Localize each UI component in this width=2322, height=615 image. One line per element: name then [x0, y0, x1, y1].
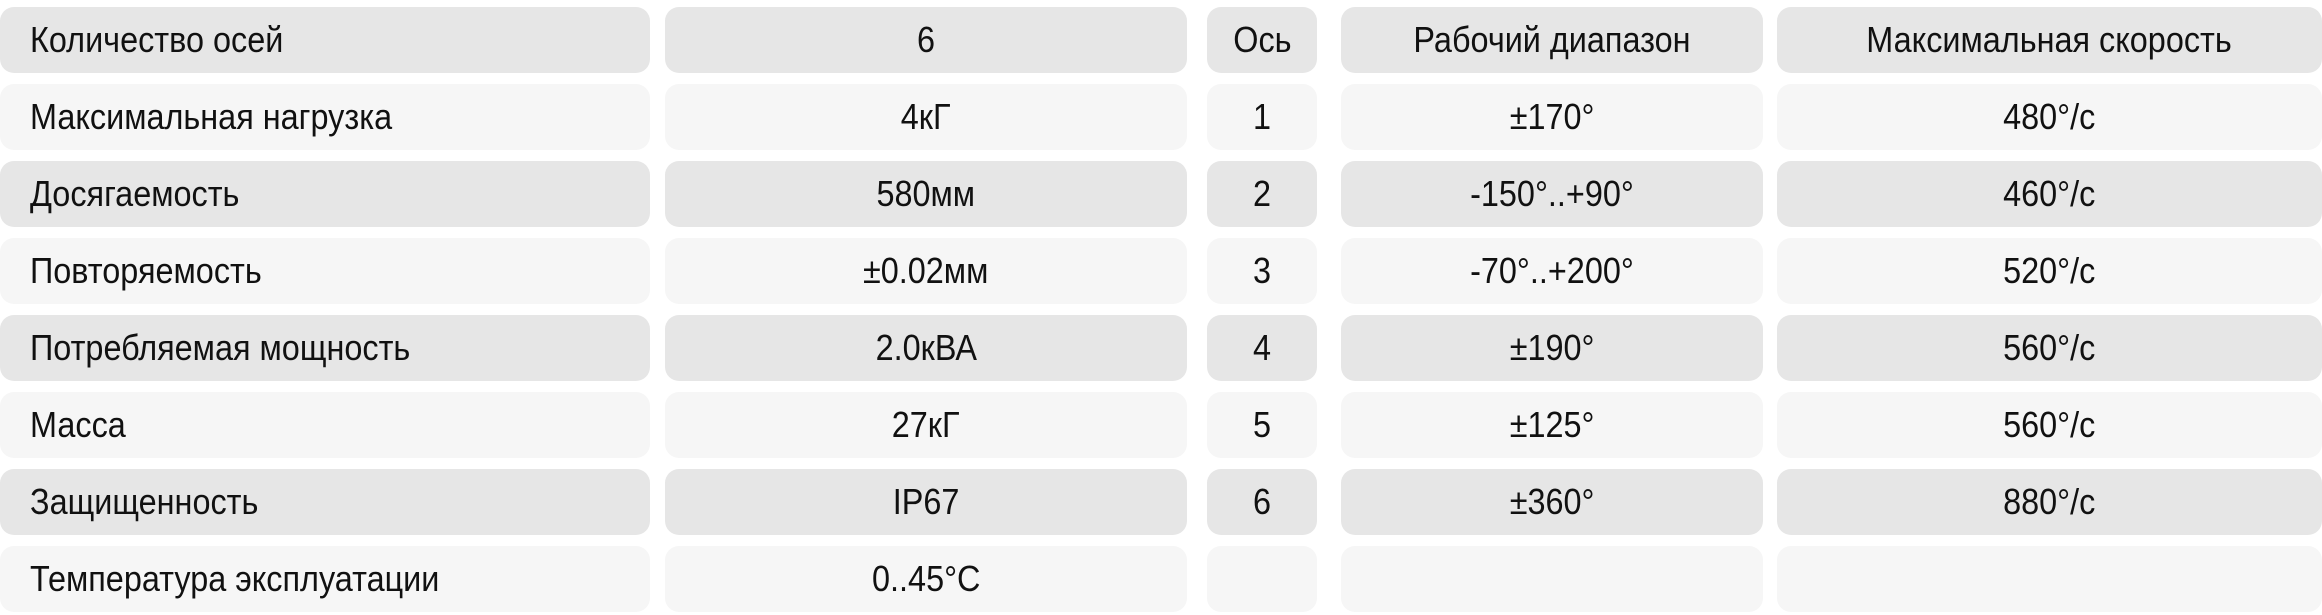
spec-label: Максимальная нагрузка [0, 84, 650, 150]
axis-range-text: ±125° [1509, 404, 1595, 445]
axis-speed-text: 520°/с [2003, 250, 2096, 291]
spec-value: 580мм [665, 161, 1187, 227]
spec-label: Количество осей [0, 7, 650, 73]
axis-range-text: ±360° [1509, 481, 1595, 522]
axis-number-text: 1 [1252, 96, 1272, 137]
spec-value-text: IP67 [892, 481, 960, 522]
axis-header-text: Ось [1232, 19, 1292, 60]
spec-value-text: 6 [916, 19, 936, 60]
axis-range: ±125° [1341, 392, 1763, 458]
axis-range [1341, 546, 1763, 612]
axis-range-text: -150°..+90° [1470, 173, 1634, 214]
spec-label-text: Количество осей [30, 19, 284, 60]
axis-range: ±190° [1341, 315, 1763, 381]
axis-range: -70°..+200° [1341, 238, 1763, 304]
axis-speed-text: 560°/с [2003, 404, 2096, 445]
axis-speed: 520°/с [1777, 238, 2322, 304]
range-header-text: Рабочий диапазон [1413, 19, 1691, 60]
spec-value-text: ±0.02мм [863, 250, 989, 291]
spec-value: 2.0кВА [665, 315, 1187, 381]
spec-label-text: Масса [30, 404, 126, 445]
axis-speed-text: 480°/с [2003, 96, 2096, 137]
spec-value-text: 580мм [876, 173, 976, 214]
spec-value: 27кГ [665, 392, 1187, 458]
spec-value-text: 0..45°C [871, 558, 981, 599]
axis-header: Ось [1207, 7, 1317, 73]
spec-value: 4кГ [665, 84, 1187, 150]
spec-label-text: Досягаемость [30, 173, 240, 214]
spec-label: Защищенность [0, 469, 650, 535]
axis-speed: 480°/с [1777, 84, 2322, 150]
axis-number: 1 [1207, 84, 1317, 150]
axis-speed: 560°/с [1777, 315, 2322, 381]
axis-number-text: 2 [1252, 173, 1272, 214]
spec-value: 6 [665, 7, 1187, 73]
axis-number-text: 5 [1252, 404, 1272, 445]
axis-number-text: 3 [1252, 250, 1272, 291]
speed-header-text: Максимальная скорость [1866, 19, 2233, 60]
axis-speed-text: 560°/с [2003, 327, 2096, 368]
spec-label-text: Температура эксплуатации [30, 558, 440, 599]
axis-number-text: 4 [1252, 327, 1272, 368]
spec-label-text: Повторяемость [30, 250, 262, 291]
spec-label: Досягаемость [0, 161, 650, 227]
axis-speed-text: 460°/с [2003, 173, 2096, 214]
axis-speed-text: 880°/с [2003, 481, 2096, 522]
axis-number: 6 [1207, 469, 1317, 535]
axis-range: ±170° [1341, 84, 1763, 150]
axis-number-text: 6 [1252, 481, 1272, 522]
spec-value-text: 2.0кВА [875, 327, 977, 368]
spec-label-text: Максимальная нагрузка [30, 96, 393, 137]
spec-label-text: Защищенность [30, 481, 259, 522]
spec-value: 0..45°C [665, 546, 1187, 612]
axis-number: 3 [1207, 238, 1317, 304]
spec-label: Потребляемая мощность [0, 315, 650, 381]
speed-header: Максимальная скорость [1777, 7, 2322, 73]
range-header: Рабочий диапазон [1341, 7, 1763, 73]
axis-speed [1777, 546, 2322, 612]
axis-range: ±360° [1341, 469, 1763, 535]
axis-speed: 880°/с [1777, 469, 2322, 535]
axis-range-text: ±190° [1509, 327, 1595, 368]
axis-number: 5 [1207, 392, 1317, 458]
axis-range-text: ±170° [1509, 96, 1595, 137]
axis-number [1207, 546, 1317, 612]
axis-number: 4 [1207, 315, 1317, 381]
spec-value-text: 4кГ [901, 96, 951, 137]
spec-label: Масса [0, 392, 650, 458]
spec-label: Температура эксплуатации [0, 546, 650, 612]
axis-range: -150°..+90° [1341, 161, 1763, 227]
spec-label-text: Потребляемая мощность [30, 327, 411, 368]
spec-value-text: 27кГ [892, 404, 960, 445]
axis-speed: 460°/с [1777, 161, 2322, 227]
spec-label: Повторяемость [0, 238, 650, 304]
axis-speed: 560°/с [1777, 392, 2322, 458]
spec-value: IP67 [665, 469, 1187, 535]
spec-value: ±0.02мм [665, 238, 1187, 304]
axis-range-text: -70°..+200° [1470, 250, 1634, 291]
axis-number: 2 [1207, 161, 1317, 227]
